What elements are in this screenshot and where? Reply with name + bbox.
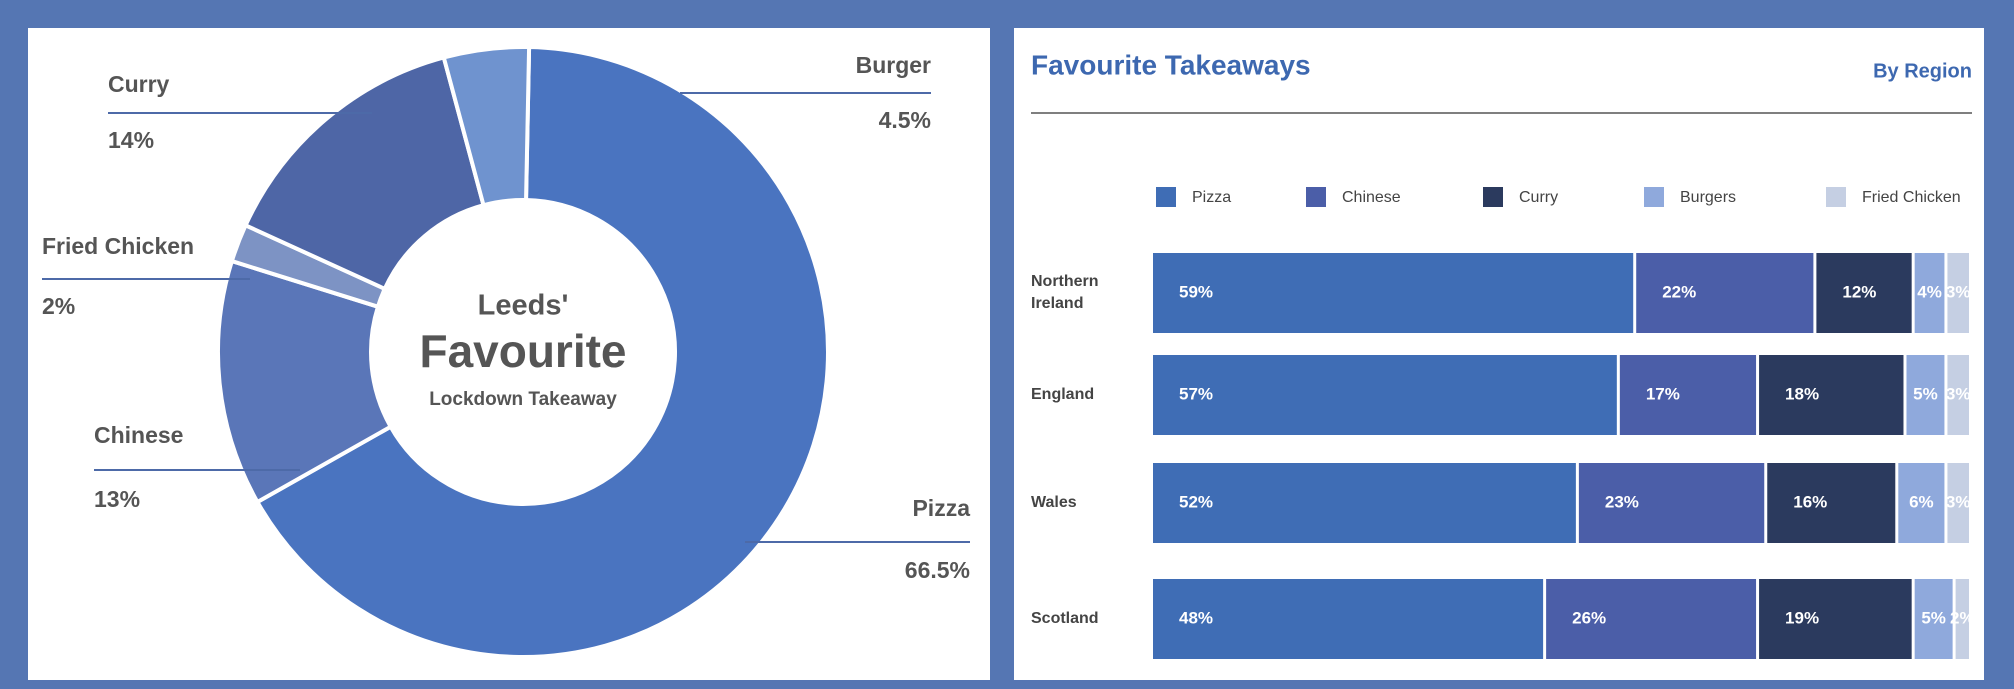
bar-segment (1759, 579, 1912, 659)
donut-slice (216, 258, 394, 505)
value-label: 23% (1605, 492, 1639, 511)
bar-segment (1153, 355, 1617, 435)
slice-value: 13% (94, 486, 140, 512)
bar-segment (1153, 579, 1544, 659)
bar-segment (1898, 463, 1945, 543)
bar-segment (1153, 253, 1634, 333)
bar-segment (1947, 463, 1969, 543)
value-label: 59% (1179, 282, 1213, 301)
donut-hole (373, 202, 673, 502)
slice-label: Chinese (94, 422, 183, 448)
value-label: 48% (1179, 608, 1213, 627)
value-label: 16% (1793, 492, 1827, 511)
value-label: 57% (1179, 384, 1213, 403)
legend-label: Fried Chicken (1862, 189, 1961, 206)
slice-label: Fried Chicken (42, 233, 194, 259)
slice-value: 2% (42, 293, 75, 319)
value-label: 3% (1946, 282, 1971, 301)
chart-subtitle: By Region (1873, 60, 1972, 82)
slice-value: 66.5% (905, 557, 970, 583)
legend-label: Pizza (1192, 189, 1231, 206)
value-label: 2% (1950, 608, 1975, 627)
bar-segment (1906, 355, 1945, 435)
bar-segment (1816, 253, 1912, 333)
legend-label: Chinese (1342, 189, 1401, 206)
value-label: 22% (1662, 282, 1696, 301)
slice-value: 14% (108, 127, 154, 153)
value-label: 19% (1785, 608, 1819, 627)
value-label: 52% (1179, 492, 1213, 511)
center-title: Leeds' (478, 290, 569, 322)
value-label: 18% (1785, 384, 1819, 403)
donut-slice (254, 45, 830, 659)
bar-segment (1546, 579, 1757, 659)
category-label: England (1031, 386, 1095, 403)
bar-segment (1914, 579, 1953, 659)
legend-swatch (1483, 187, 1503, 207)
bar-segment (1153, 463, 1576, 543)
value-label: 5% (1913, 384, 1938, 403)
value-label: 17% (1646, 384, 1680, 403)
bar-segment (1947, 355, 1969, 435)
bar-segment (1578, 463, 1765, 543)
legend-swatch (1156, 187, 1176, 207)
chart-title: Favourite Takeaways (1031, 49, 1311, 80)
value-label: 5% (1921, 608, 1946, 627)
value-label: 12% (1842, 282, 1876, 301)
category-label: Scotland (1031, 610, 1099, 627)
value-label: 3% (1946, 384, 1971, 403)
value-label: 6% (1909, 492, 1934, 511)
bar-segment (1914, 253, 1945, 333)
category-label: Wales (1031, 494, 1077, 511)
legend-label: Curry (1519, 189, 1558, 206)
value-label: 4% (1917, 282, 1942, 301)
slice-value: 4.5% (879, 107, 931, 133)
slice-label: Curry (108, 71, 170, 97)
category-label: Northern Ireland (1031, 273, 1099, 312)
donut-slice (441, 45, 532, 208)
legend-swatch (1644, 187, 1664, 207)
legend-label: Burgers (1680, 189, 1736, 206)
slice-label: Pizza (912, 495, 970, 521)
value-label: 3% (1946, 492, 1971, 511)
legend-swatch (1306, 187, 1326, 207)
bar-segment (1619, 355, 1757, 435)
value-label: 26% (1572, 608, 1606, 627)
donut-slice (242, 55, 486, 292)
bar-segment (1759, 355, 1904, 435)
bar-segment (1767, 463, 1896, 543)
bar-segment (1636, 253, 1814, 333)
center-title: Lockdown Takeaway (429, 389, 617, 410)
bar-segment (1955, 579, 1969, 659)
legend-swatch (1826, 187, 1846, 207)
bar-segment (1947, 253, 1969, 333)
slice-label: Burger (856, 52, 931, 78)
right-panel (1014, 28, 1984, 680)
center-title: Favourite (419, 325, 626, 377)
